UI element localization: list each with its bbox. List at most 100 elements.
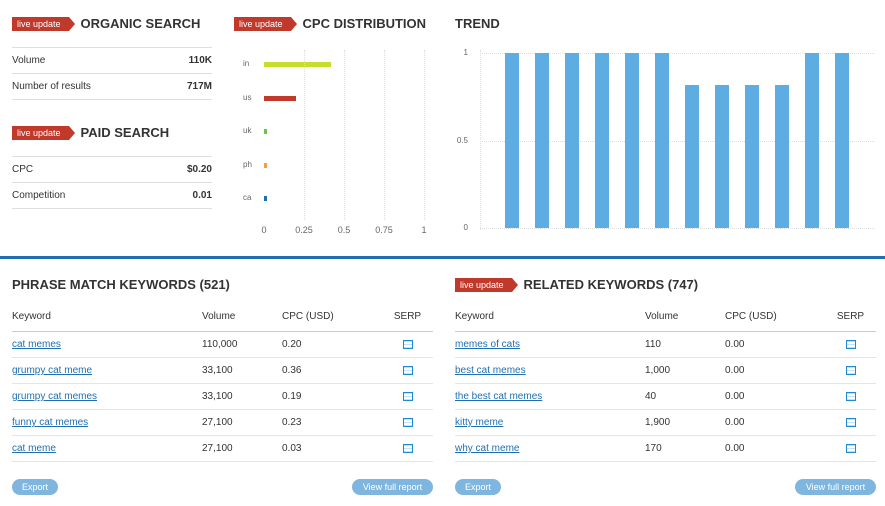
keyword-link[interactable]: grumpy cat meme <box>12 365 93 376</box>
organic-search-title: ORGANIC SEARCH <box>80 16 201 31</box>
grid-line <box>424 50 425 220</box>
trend-bar <box>505 53 519 228</box>
serp-icon[interactable] <box>845 444 856 453</box>
trend-tick-label: 0 <box>463 223 468 232</box>
cpc-cell: 0.00 <box>725 417 745 428</box>
keyword-link[interactable]: memes of cats <box>455 339 521 350</box>
table-row: the best cat memes 40 0.00 <box>455 384 876 410</box>
cpc-cell: 0.20 <box>282 339 302 350</box>
metric-value: 0.01 <box>192 190 212 201</box>
cpc-bar <box>264 129 268 134</box>
col-keyword: Keyword <box>12 311 51 322</box>
col-cpc: CPC (USD) <box>282 311 334 322</box>
cpc-bar <box>264 196 267 201</box>
related-keywords-table: Keyword Volume CPC (USD) SERP memes of c… <box>455 302 876 462</box>
trend-bar <box>715 84 729 228</box>
volume-cell: 40 <box>645 391 657 402</box>
cpc-title-row: live update CPC DISTRIBUTION <box>234 16 426 31</box>
serp-icon[interactable] <box>402 340 413 349</box>
cpc-tick-label: 0.75 <box>375 225 393 235</box>
phrase-match-title: PHRASE MATCH KEYWORDS (521) <box>12 277 230 292</box>
cpc-cell: 0.00 <box>725 365 745 376</box>
keyword-link[interactable]: why cat meme <box>455 443 520 454</box>
metric-value: 717M <box>186 81 212 92</box>
keyword-link[interactable]: cat meme <box>12 443 56 454</box>
keyword-link[interactable]: funny cat memes <box>12 417 89 428</box>
cpc-category-label: ph <box>243 159 252 169</box>
cpc-category-label: uk <box>243 126 252 135</box>
serp-icon[interactable] <box>402 366 413 375</box>
keyword-link[interactable]: cat memes <box>12 339 61 350</box>
trend-tick-label: 1 <box>463 48 468 57</box>
serp-icon[interactable] <box>845 366 856 375</box>
volume-cell: 110,000 <box>202 339 238 350</box>
trend-title: TREND <box>455 16 500 31</box>
keyword-link[interactable]: kitty meme <box>455 417 504 428</box>
metric-label: CPC <box>12 164 34 175</box>
serp-icon[interactable] <box>845 340 856 349</box>
table-header: Keyword Volume CPC (USD) SERP <box>12 302 433 332</box>
grid-line <box>480 53 875 54</box>
cpc-cell: 0.00 <box>725 443 745 454</box>
cpc-cell: 0.03 <box>282 443 302 454</box>
metric-label: Volume <box>12 55 46 66</box>
paid-title-row: live update PAID SEARCH <box>12 125 169 140</box>
serp-icon[interactable] <box>402 392 413 401</box>
cpc-tick-label: 1 <box>421 225 427 235</box>
cpc-category-label: us <box>243 92 252 102</box>
cpc-tick-label: 0.5 <box>337 225 351 235</box>
trend-bar <box>805 53 819 228</box>
table-row: grumpy cat meme 33,100 0.36 <box>12 358 433 384</box>
cpc-bar <box>264 62 332 67</box>
live-update-badge: live update <box>455 277 518 292</box>
divider <box>12 47 212 48</box>
volume-cell: 110 <box>645 339 661 350</box>
axis-line <box>480 50 481 230</box>
live-update-badge: live update <box>12 125 75 140</box>
volume-cell: 33,100 <box>202 391 233 402</box>
grid-line <box>480 140 875 142</box>
view-full-report-button[interactable]: View full report <box>352 479 433 495</box>
table-row: funny cat memes 27,100 0.23 <box>12 410 433 436</box>
table-row: memes of cats 110 0.00 <box>455 332 876 358</box>
grid-line <box>480 228 875 229</box>
metric-value: 110K <box>188 55 212 66</box>
export-button[interactable]: Export <box>12 479 58 495</box>
volume-cell: 33,100 <box>202 365 233 376</box>
view-full-report-button[interactable]: View full report <box>795 479 876 495</box>
table-row: cat memes 110,000 0.20 <box>12 332 433 358</box>
cpc-category-label: in <box>243 59 250 68</box>
cpc-cell: 0.23 <box>282 417 302 428</box>
cpc-bar <box>264 162 267 168</box>
keyword-link[interactable]: the best cat memes <box>455 391 543 402</box>
cpc-distribution-title: CPC DISTRIBUTION <box>302 16 427 31</box>
grid-line <box>344 50 345 220</box>
serp-icon[interactable] <box>402 418 413 427</box>
cpc-cell: 0.00 <box>725 391 745 402</box>
keyword-link[interactable]: best cat memes <box>455 365 526 376</box>
cpc-cell: 0.00 <box>725 339 745 350</box>
phrase-title-row: PHRASE MATCH KEYWORDS (521) <box>12 277 230 292</box>
cpc-cell: 0.19 <box>282 391 302 402</box>
serp-icon[interactable] <box>402 444 413 453</box>
volume-cell: 1,000 <box>645 365 671 376</box>
volume-cell: 1,900 <box>645 417 671 428</box>
grid-line <box>304 50 305 220</box>
export-button[interactable]: Export <box>455 479 501 495</box>
organic-results-row: Number of results 717M <box>12 74 212 100</box>
serp-icon[interactable] <box>845 418 856 427</box>
trend-title-row: TREND <box>455 16 500 31</box>
table-header: Keyword Volume CPC (USD) SERP <box>455 302 876 332</box>
trend-chart: 1 0.5 0 <box>455 45 880 240</box>
metric-label: Competition <box>12 190 66 201</box>
organic-volume-row: Volume 110K <box>12 48 212 74</box>
keyword-link[interactable]: grumpy cat memes <box>12 391 98 402</box>
phrase-match-table: Keyword Volume CPC (USD) SERP cat memes 1… <box>12 302 433 462</box>
volume-cell: 170 <box>645 443 662 454</box>
col-serp: SERP <box>836 311 865 322</box>
metric-label: Number of results <box>12 81 91 92</box>
serp-icon[interactable] <box>845 392 856 401</box>
col-keyword: Keyword <box>455 311 494 322</box>
table-row: why cat meme 170 0.00 <box>455 436 876 462</box>
table-row: cat meme 27,100 0.03 <box>12 436 433 462</box>
